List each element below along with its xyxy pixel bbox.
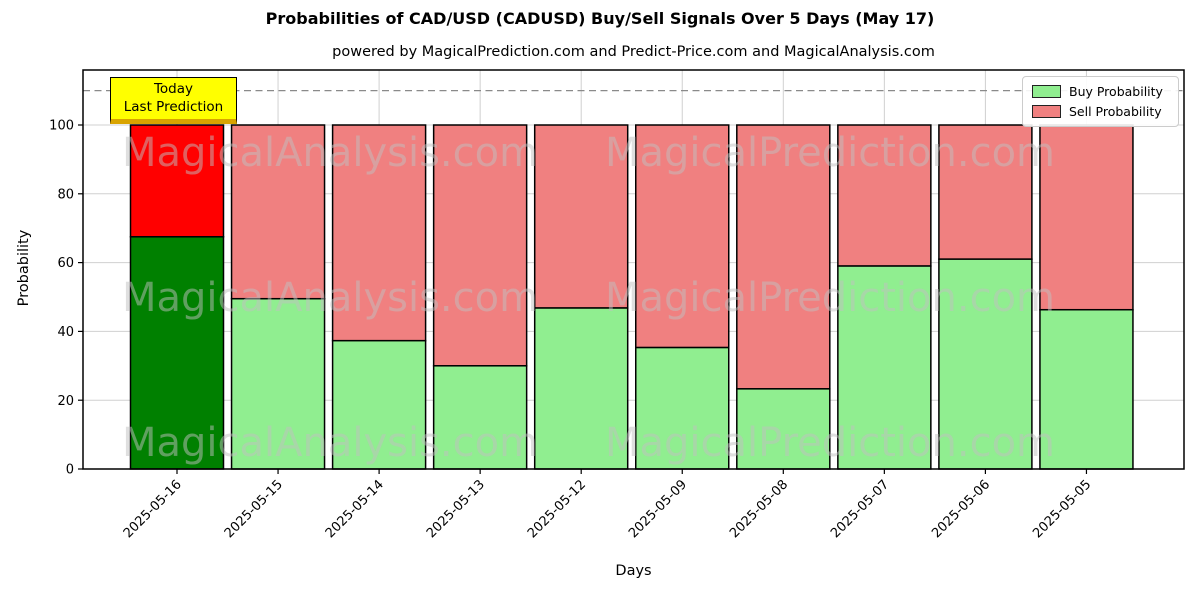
watermark-text: MagicalAnalysis.com bbox=[122, 275, 538, 321]
watermark-text: MagicalPrediction.com bbox=[605, 420, 1055, 466]
chart-title: Probabilities of CAD/USD (CADUSD) Buy/Se… bbox=[265, 9, 935, 28]
watermark-text: MagicalPrediction.com bbox=[605, 275, 1055, 321]
watermark-text: MagicalPrediction.com bbox=[605, 130, 1055, 176]
legend-item-0: Buy Probability bbox=[1032, 84, 1170, 99]
bar-segment-buy-2025-05-06 bbox=[938, 258, 1033, 470]
bar-segment-sell-2025-05-15 bbox=[230, 124, 326, 300]
bar-segment-buy-2025-05-09 bbox=[635, 346, 730, 470]
x-tick-label: 2025-05-16 bbox=[121, 477, 185, 541]
bar-segment-buy-2025-05-15 bbox=[230, 297, 326, 470]
x-tick-label: 2025-05-09 bbox=[626, 477, 690, 541]
y-tick-label: 100 bbox=[49, 119, 74, 134]
y-tick-label: 60 bbox=[57, 256, 74, 271]
x-tick-label: 2025-05-08 bbox=[727, 477, 791, 541]
x-tick-label: 2025-05-12 bbox=[525, 477, 589, 541]
bar-segment-buy-2025-05-13 bbox=[432, 365, 528, 470]
bar-segment-sell-2025-05-06 bbox=[938, 124, 1033, 260]
bar-segment-buy-2025-05-08 bbox=[736, 388, 831, 470]
legend-swatch-icon bbox=[1032, 85, 1061, 98]
legend-label: Sell Probability bbox=[1069, 104, 1162, 119]
bar-segment-buy-2025-05-16 bbox=[129, 236, 225, 470]
bar-segment-sell-2025-05-05 bbox=[1039, 124, 1134, 311]
watermark-text: MagicalAnalysis.com bbox=[122, 130, 538, 176]
bar-segment-buy-2025-05-07 bbox=[837, 265, 932, 470]
annotation-line-2: Last Prediction bbox=[123, 98, 224, 115]
x-tick-label: 2025-05-13 bbox=[424, 477, 488, 541]
bar-segment-sell-2025-05-07 bbox=[837, 124, 932, 267]
legend-item-1: Sell Probability bbox=[1032, 104, 1170, 119]
legend: Buy Probability Sell Probability bbox=[1022, 76, 1179, 127]
x-tick-label: 2025-05-06 bbox=[929, 477, 993, 541]
axes-spines bbox=[82, 69, 1185, 470]
x-tick-label: 2025-05-05 bbox=[1030, 477, 1094, 541]
y-tick-label: 0 bbox=[66, 463, 74, 478]
x-tick-label: 2025-05-14 bbox=[323, 477, 387, 541]
y-tick-label: 20 bbox=[57, 394, 74, 409]
x-tick-label: 2025-05-07 bbox=[828, 477, 892, 541]
y-tick-label: 80 bbox=[57, 187, 74, 202]
x-axis-label: Days bbox=[615, 563, 652, 579]
bar-segment-sell-2025-05-13 bbox=[432, 124, 528, 367]
today-annotation: Today Last Prediction bbox=[110, 77, 237, 124]
bar-segment-buy-2025-05-12 bbox=[533, 307, 629, 470]
watermark-text: MagicalAnalysis.com bbox=[122, 420, 538, 466]
legend-label: Buy Probability bbox=[1069, 84, 1163, 99]
bar-segment-sell-2025-05-16 bbox=[129, 124, 225, 238]
chart-subtitle: powered by MagicalPrediction.com and Pre… bbox=[332, 44, 935, 60]
bar-segment-buy-2025-05-05 bbox=[1039, 308, 1134, 470]
x-tick-label: 2025-05-15 bbox=[222, 477, 286, 541]
bar-segment-sell-2025-05-08 bbox=[736, 124, 831, 390]
bar-segment-sell-2025-05-12 bbox=[533, 124, 629, 309]
y-tick-label: 40 bbox=[57, 325, 74, 340]
bar-segment-sell-2025-05-09 bbox=[635, 124, 730, 349]
y-axis-label: Probability bbox=[16, 229, 32, 307]
legend-swatch-icon bbox=[1032, 105, 1061, 118]
annotation-line-1: Today bbox=[153, 81, 194, 97]
